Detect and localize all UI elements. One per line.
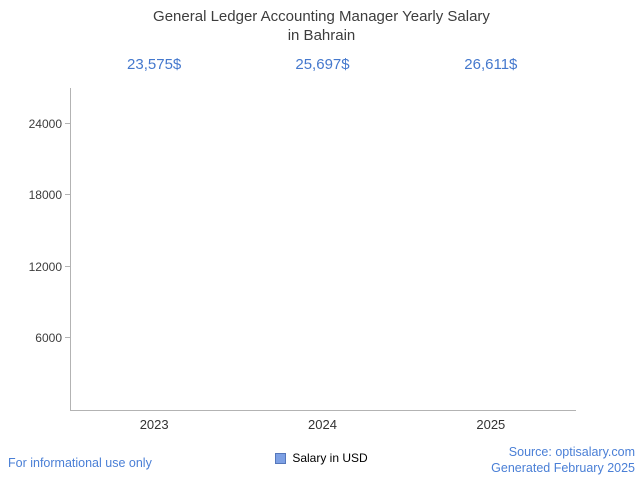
y-tick-mark — [65, 194, 70, 196]
bar-value-label: 23,575$ — [127, 56, 182, 73]
chart-title-line2: in Bahrain — [287, 27, 356, 44]
y-axis-labels: 6000 12000 18000 24000 — [0, 88, 62, 410]
bar-value-labels: 23,575$ 25,697$ 26,611$ — [70, 56, 575, 73]
y-tick-mark — [65, 337, 70, 339]
footer-generated: Generated February 2025 — [491, 461, 635, 475]
footer-source-block: Source: optisalary.com Generated Februar… — [491, 444, 635, 476]
legend-swatch-icon — [275, 452, 287, 464]
y-tick-label: 24000 — [28, 116, 62, 131]
x-tick-label: 2024 — [308, 417, 337, 432]
y-tick-label: 6000 — [35, 331, 62, 346]
x-axis-labels: 2023 2024 2025 — [70, 417, 575, 432]
x-tick-label: 2025 — [476, 417, 506, 432]
y-tick-label: 12000 — [28, 259, 62, 274]
footer-source: Source: optisalary.com — [508, 445, 635, 459]
x-tick-label: 2023 — [139, 417, 169, 432]
chart-title: General Ledger Accounting Manager Yearly… — [0, 7, 643, 45]
y-tick-label: 18000 — [28, 188, 62, 203]
y-tick-mark — [65, 122, 70, 124]
chart-title-line1: General Ledger Accounting Manager Yearly… — [153, 8, 490, 25]
y-tick-mark — [65, 265, 70, 267]
plot-area — [65, 88, 576, 411]
bar-value-label: 25,697$ — [295, 56, 350, 73]
bars — [71, 88, 576, 410]
legend: Salary in USD — [0, 451, 643, 465]
footer-disclaimer: For informational use only — [8, 456, 152, 470]
bar-value-label: 26,611$ — [464, 56, 518, 73]
legend-label: Salary in USD — [292, 451, 368, 465]
